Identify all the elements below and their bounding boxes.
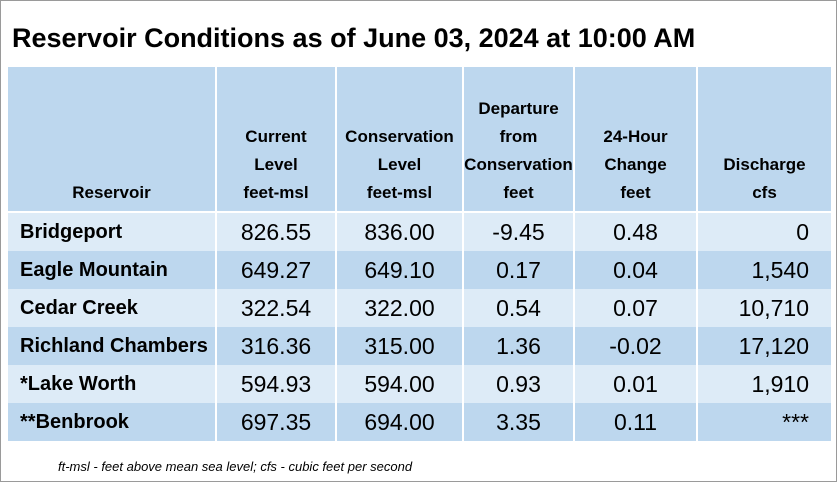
column-header-change-24h: 24-Hour Change feet (574, 67, 698, 212)
table-cell-departure: 0.54 (463, 289, 575, 327)
table-cell-departure: -9.45 (463, 212, 575, 251)
table-cell-conservation-level: 594.00 (336, 365, 464, 403)
table-cell-discharge: 1,540 (697, 251, 831, 289)
column-header-line: from (499, 127, 538, 146)
column-header-line: Conservation (345, 127, 454, 146)
column-header-line: cfs (752, 183, 777, 202)
reservoir-name: Cedar Creek (8, 289, 217, 327)
table-cell-conservation-level: 694.00 (336, 403, 464, 441)
table-cell-departure: 3.35 (463, 403, 575, 441)
reservoir-name: Bridgeport (8, 212, 217, 251)
column-header-conservation-level: Conservation Level feet-msl (336, 67, 464, 212)
table-row: Bridgeport 826.55 836.00 -9.45 0.48 0 (8, 212, 831, 251)
table-cell-conservation-level: 315.00 (336, 327, 464, 365)
table-row: Richland Chambers 316.36 315.00 1.36 -0.02 17… (8, 327, 831, 365)
table-cell-departure: 1.36 (463, 327, 575, 365)
table-cell-current-level: 322.54 (216, 289, 337, 327)
table-cell-change-24h: 0.01 (574, 365, 698, 403)
table-cell-current-level: 316.36 (216, 327, 337, 365)
page-title: Reservoir Conditions as of June 03, 2024… (12, 23, 696, 53)
table-cell-conservation-level: 649.10 (336, 251, 464, 289)
table-cell-current-level: 649.27 (216, 251, 337, 289)
column-header-line: Discharge (723, 155, 806, 174)
table-cell-departure: 0.17 (463, 251, 575, 289)
table-cell-change-24h: 0.04 (574, 251, 698, 289)
table-cell-change-24h: 0.07 (574, 289, 698, 327)
table-cell-departure: 0.93 (463, 365, 575, 403)
column-header-line: 24-Hour (603, 127, 668, 146)
table-cell-change-24h: 0.48 (574, 212, 698, 251)
table-cell-discharge: 0 (697, 212, 831, 251)
table-cell-discharge: 10,710 (697, 289, 831, 327)
table-cell-current-level: 826.55 (216, 212, 337, 251)
reservoir-name: Eagle Mountain (8, 251, 217, 289)
column-header-discharge: Discharge cfs (697, 67, 831, 212)
reservoir-name: *Lake Worth (8, 365, 217, 403)
table-cell-discharge: 17,120 (697, 327, 831, 365)
table-cell-change-24h: -0.02 (574, 327, 698, 365)
table-header: Reservoir Current Level feet-msl Conservatio… (8, 67, 831, 212)
table-row: **Benbrook 697.35 694.00 3.35 0.11 *** (8, 403, 831, 441)
reservoir-name: Richland Chambers (8, 327, 217, 365)
column-header-departure: Departure from Conservation feet (463, 67, 575, 212)
footnote: ft-msl - feet above mean sea level; cfs … (58, 459, 413, 474)
column-header-line: feet (620, 183, 651, 202)
table-cell-current-level: 594.93 (216, 365, 337, 403)
header-row: Reservoir Current Level feet-msl Conservatio… (8, 67, 831, 212)
column-header-line: Change (604, 155, 667, 174)
column-header-line: Level (377, 155, 422, 174)
column-header-line: Departure (478, 99, 559, 118)
table-row: *Lake Worth 594.93 594.00 0.93 0.01 1,910 (8, 365, 831, 403)
column-header-line: feet-msl (243, 183, 309, 202)
table-cell-discharge: *** (697, 403, 831, 441)
column-header-line: feet-msl (366, 183, 433, 202)
table-row: Cedar Creek 322.54 322.00 0.54 0.07 10,710 (8, 289, 831, 327)
table-cell-discharge: 1,910 (697, 365, 831, 403)
column-header-line: Reservoir (72, 183, 151, 202)
column-header-reservoir: Reservoir (8, 67, 217, 212)
column-header-line: Conservation (464, 155, 573, 174)
reservoir-name: **Benbrook (8, 403, 217, 441)
table-body: Bridgeport 826.55 836.00 -9.45 0.48 0 Eagle Mo… (8, 212, 831, 441)
table-cell-current-level: 697.35 (216, 403, 337, 441)
table-row: Eagle Mountain 649.27 649.10 0.17 0.04 1,540 (8, 251, 831, 289)
column-header-line: Level (254, 155, 298, 174)
column-header-line: Current (245, 127, 307, 146)
table-cell-conservation-level: 836.00 (336, 212, 464, 251)
reservoir-table: Reservoir Current Level feet-msl Conservatio… (8, 67, 831, 441)
column-header-current-level: Current Level feet-msl (216, 67, 337, 212)
column-header-line: feet (503, 183, 534, 202)
table-cell-conservation-level: 322.00 (336, 289, 464, 327)
table-cell-change-24h: 0.11 (574, 403, 698, 441)
